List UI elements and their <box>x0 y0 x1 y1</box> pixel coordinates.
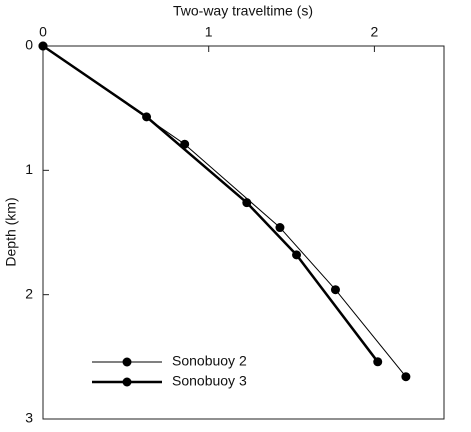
series-line <box>42 44 379 363</box>
x-axis-label: Two-way traveltime (s) <box>173 3 313 19</box>
data-point <box>292 250 302 260</box>
data-point <box>142 112 152 122</box>
y-axis-label: Depth (km) <box>3 197 19 266</box>
data-point <box>373 357 383 367</box>
y-tick-label: 1 <box>25 161 33 177</box>
data-point <box>401 372 411 382</box>
legend-marker <box>122 377 132 387</box>
data-point <box>242 198 252 208</box>
legend-marker <box>122 357 132 367</box>
x-tick-label: 1 <box>205 24 213 40</box>
data-point <box>275 223 285 233</box>
y-tick-label: 0 <box>25 37 33 53</box>
plot-frame <box>42 45 445 420</box>
x-tick-label: 0 <box>39 24 47 40</box>
y-tick-label: 3 <box>25 410 33 426</box>
data-point <box>38 41 48 51</box>
legend-label: Sonobuoy 2 <box>172 353 247 369</box>
legend-label: Sonobuoy 3 <box>172 373 247 389</box>
x-tick-label: 2 <box>371 24 379 40</box>
data-point <box>330 285 340 295</box>
y-tick-label: 2 <box>25 285 33 301</box>
